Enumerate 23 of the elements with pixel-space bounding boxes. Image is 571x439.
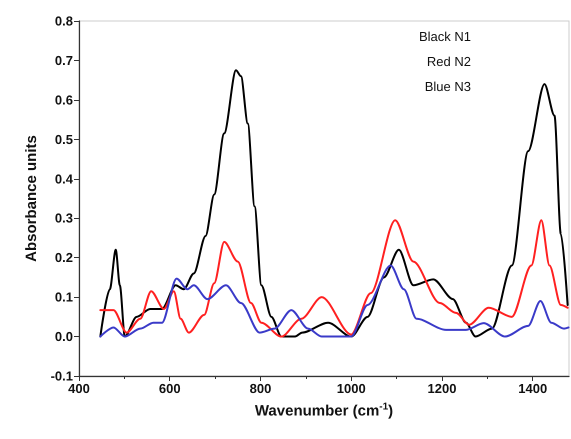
x-tick-label: 400 (68, 381, 90, 396)
y-tick-label: 0.8 (54, 14, 73, 28)
y-tick-label: 0.7 (54, 52, 73, 68)
y-axis-title: Absorbance units (23, 135, 40, 262)
y-tick-label: 0.5 (54, 132, 73, 147)
y-tick-label: 0.2 (54, 250, 73, 266)
y-tick-label: 0.0 (54, 329, 73, 344)
annotation: Blue N3 (424, 79, 471, 94)
y-tick-label: 0.1 (54, 290, 73, 305)
y-tick-label: -0.1 (50, 368, 73, 384)
annotation: Red N2 (426, 54, 471, 69)
line-series (99, 219, 569, 338)
line-series (99, 69, 569, 338)
x-tick-label: 800 (250, 381, 272, 396)
x-tick-label: 1400 (518, 381, 548, 396)
y-tick-label: 0.3 (54, 210, 73, 226)
y-tick-label: 0.6 (54, 92, 73, 108)
annotation: Black N1 (418, 29, 472, 44)
y-tick-label: 0.4 (54, 171, 74, 186)
x-tick-label: 1200 (428, 381, 456, 396)
x-tick-label: 600 (158, 381, 181, 396)
x-tick-label: 1000 (336, 381, 366, 396)
line-series (99, 264, 570, 338)
